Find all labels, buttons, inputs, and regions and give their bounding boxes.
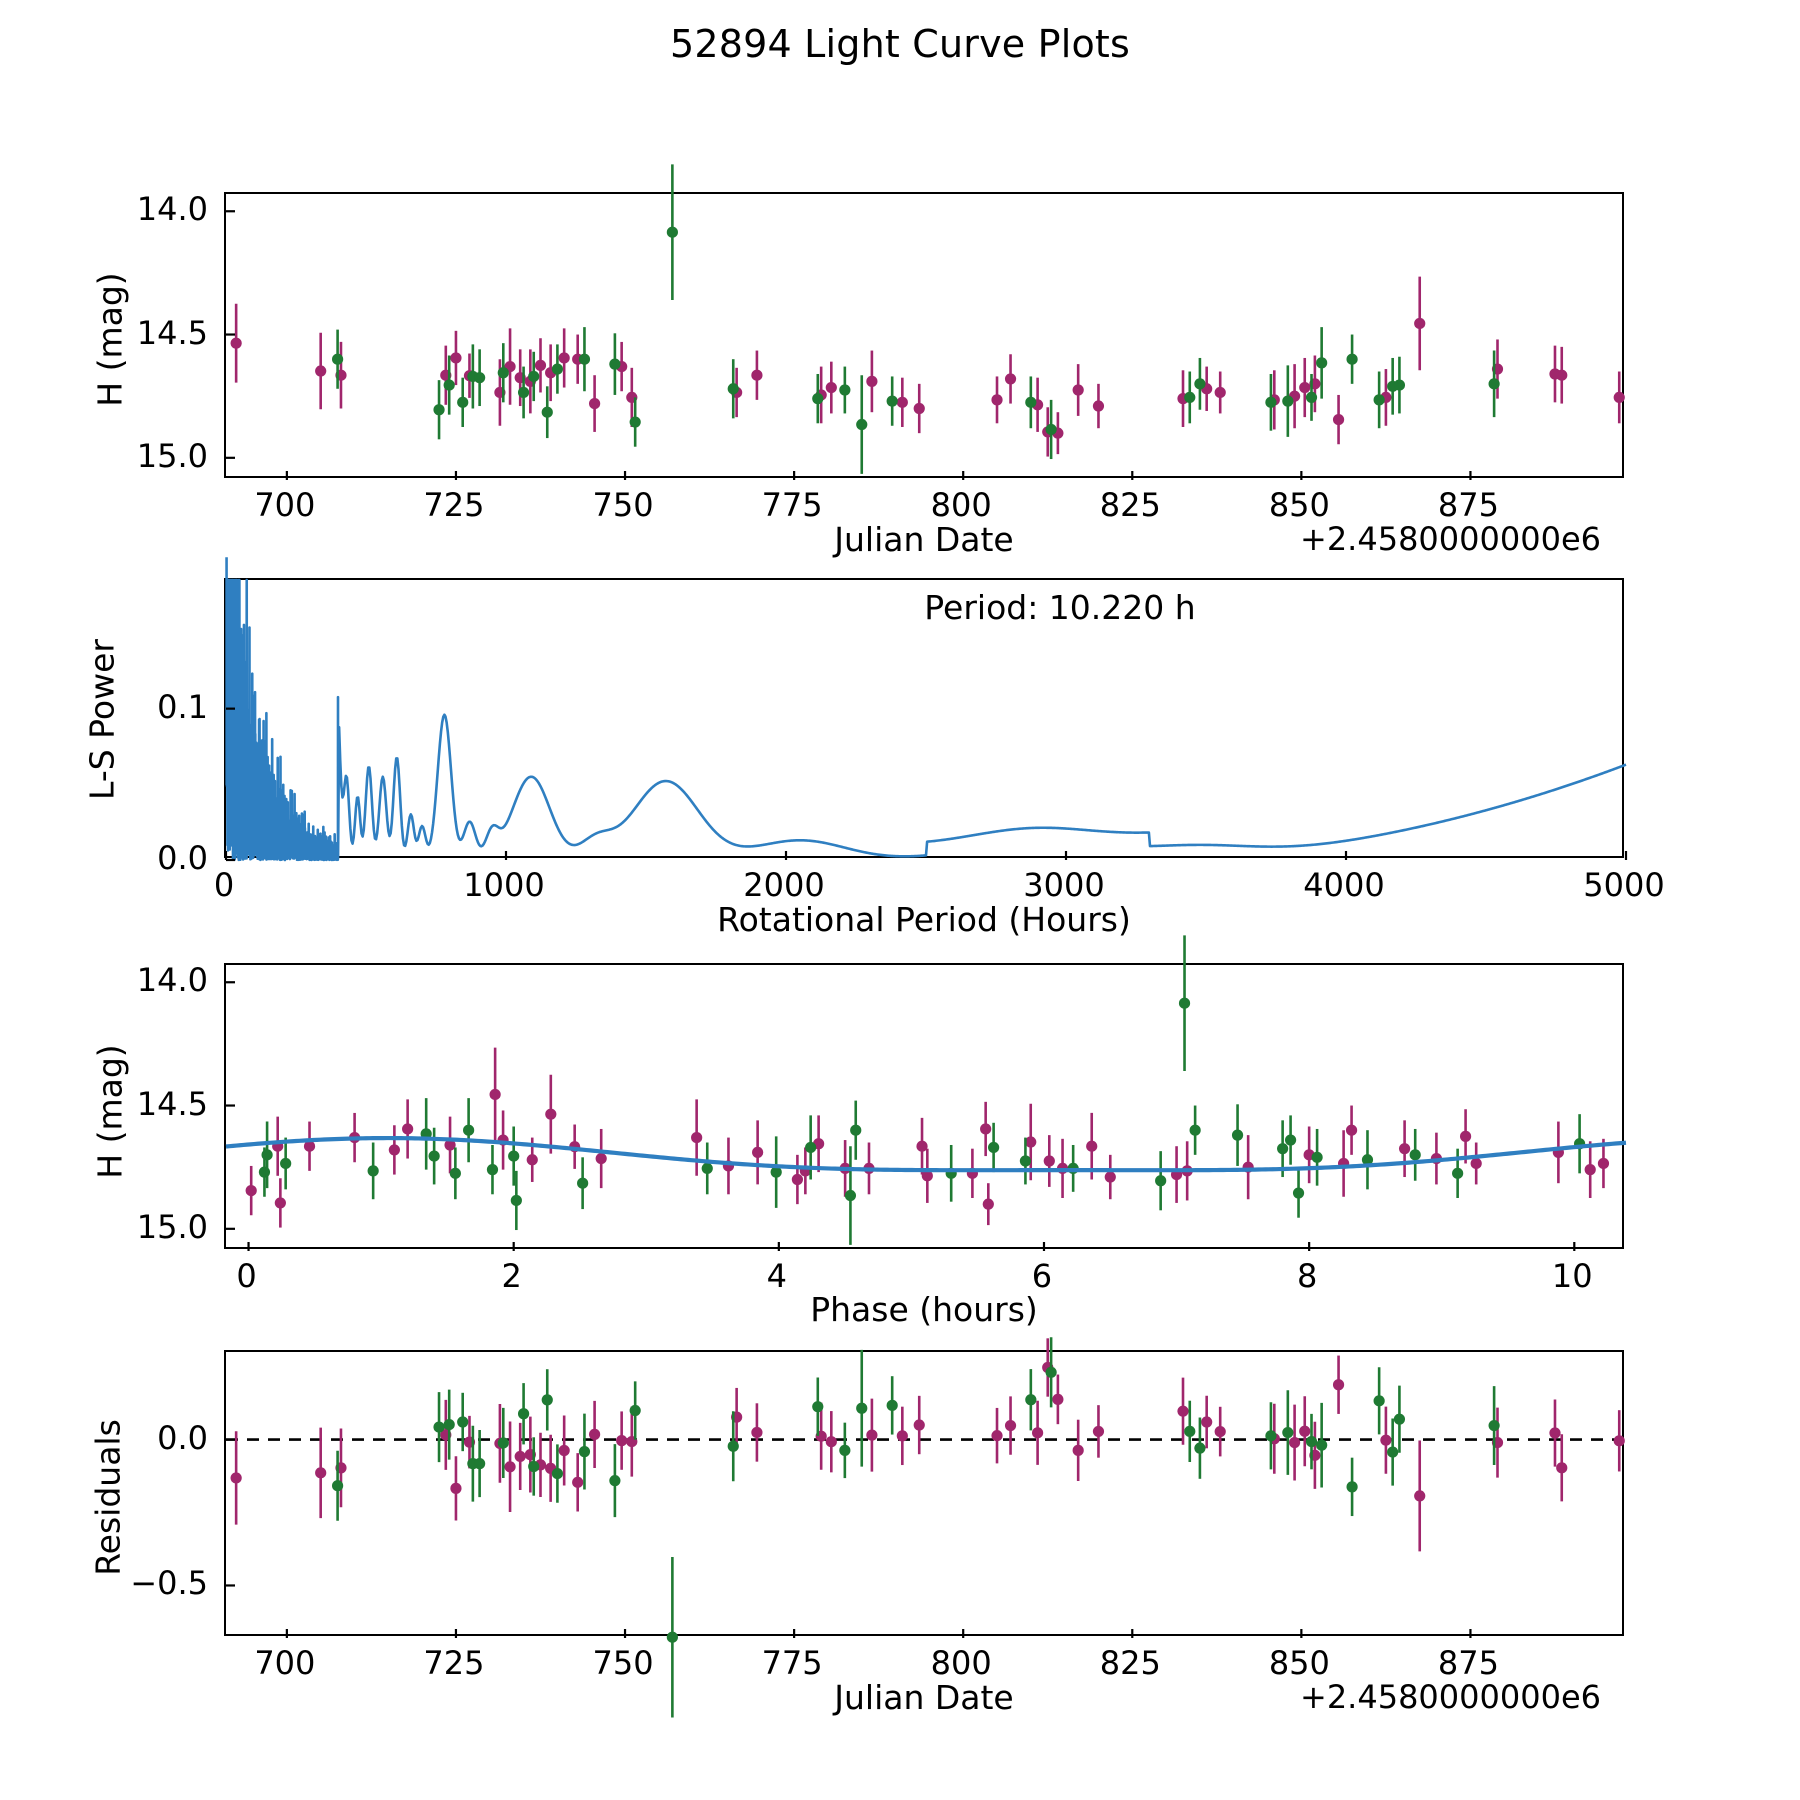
panel-periodogram (224, 557, 1628, 862)
panel-lightcurve-jd (224, 164, 1625, 480)
x-tick-label: 0 (236, 1257, 257, 1295)
axis-offset-panel4: +2.4580000000e6 (1300, 1678, 1601, 1716)
x-tick-label: 825 (1099, 1644, 1161, 1682)
axis-label-rotational-period: Rotational Period (Hours) (717, 900, 1131, 939)
x-tick-label: 875 (1437, 486, 1499, 524)
y-tick-label: 0.0 (157, 839, 208, 877)
y-tick-label: 14.0 (136, 961, 208, 1000)
x-tick-label: 8 (1296, 1257, 1318, 1295)
x-tick-label: 2 (501, 1257, 522, 1295)
panel-phase-folded (224, 935, 1627, 1251)
x-tick-label: 1000 (463, 866, 545, 904)
y-tick-label: −0.5 (130, 1564, 208, 1603)
y-tick-label: 14.5 (136, 313, 208, 352)
series-green (331, 164, 1500, 474)
panel-residuals (224, 1337, 1626, 1718)
x-tick-label: 750 (592, 486, 654, 524)
period-annotation: Period: 10.220 h (924, 588, 1196, 627)
x-tick-label: 4 (766, 1257, 788, 1295)
y-tick-label: 14.0 (136, 190, 208, 229)
x-tick-label: 0 (213, 866, 235, 904)
x-tick-label: 2000 (743, 866, 825, 904)
phase-folded-plot-area (225, 935, 1627, 1251)
y-tick-label: 14.5 (136, 1084, 208, 1123)
y-tick-label: 0.1 (157, 687, 208, 726)
residuals-plot-area (226, 1337, 1626, 1718)
axis-label-phase-hours: Phase (hours) (810, 1290, 1038, 1329)
axis-label-julian-date-panel1: Julian Date (834, 520, 1014, 559)
periodogram-plot-area (224, 557, 1628, 862)
periodogram-line (225, 557, 1627, 862)
x-tick-label: 6 (1031, 1257, 1053, 1295)
phase-fit-line (225, 1135, 1627, 1173)
x-tick-label: 800 (930, 1644, 992, 1682)
x-tick-label: 850 (1268, 486, 1330, 524)
phase-series-green (258, 935, 1586, 1245)
y-tick-label: 15.0 (136, 436, 208, 475)
y-tick-label: 15.0 (136, 1207, 208, 1246)
x-tick-label: 4000 (1303, 866, 1385, 904)
y-tick-label: 0.0 (157, 1418, 208, 1457)
x-tick-label: 825 (1099, 486, 1161, 524)
x-tick-label: 700 (254, 1644, 316, 1682)
x-tick-label: 875 (1437, 1644, 1499, 1682)
lightcurve-jd-plot-area (226, 164, 1625, 480)
x-tick-label: 850 (1268, 1644, 1330, 1682)
axis-label-julian-date-panel4: Julian Date (834, 1678, 1014, 1717)
x-tick-label: 725 (423, 1644, 485, 1682)
x-tick-label: 5000 (1583, 866, 1665, 904)
axis-offset-panel1: +2.4580000000e6 (1300, 520, 1601, 558)
x-tick-label: 3000 (1023, 866, 1105, 904)
x-tick-label: 10 (1551, 1257, 1593, 1295)
page-title: 52894 Light Curve Plots (669, 22, 1131, 66)
x-tick-label: 775 (761, 1644, 823, 1682)
residual-series-green (331, 1337, 1500, 1718)
x-tick-label: 800 (930, 486, 992, 524)
x-tick-label: 725 (423, 486, 485, 524)
x-tick-label: 775 (761, 486, 823, 524)
x-tick-label: 700 (254, 486, 316, 524)
x-tick-label: 750 (592, 1644, 654, 1682)
axis-label-residuals: Residuals (88, 1419, 128, 1576)
